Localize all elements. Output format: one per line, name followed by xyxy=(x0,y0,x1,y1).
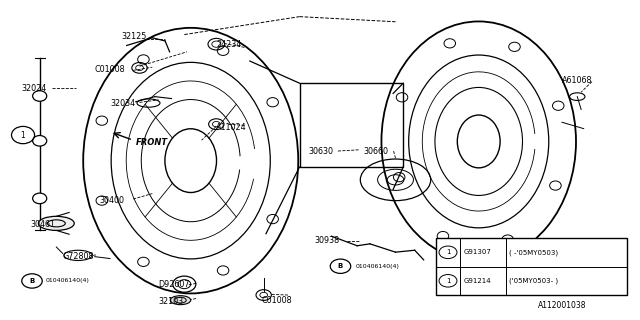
Text: C01008: C01008 xyxy=(95,65,125,74)
Text: C01008: C01008 xyxy=(261,296,292,305)
Text: 30400: 30400 xyxy=(99,196,124,204)
Text: 010406140(4): 010406140(4) xyxy=(355,264,399,269)
Text: FRONT: FRONT xyxy=(136,138,168,147)
Text: A11024: A11024 xyxy=(216,123,247,132)
Text: 32103: 32103 xyxy=(159,297,184,306)
Text: 30938: 30938 xyxy=(315,236,340,245)
Text: 30461: 30461 xyxy=(31,220,56,229)
Text: 1: 1 xyxy=(445,249,451,255)
Ellipse shape xyxy=(33,91,47,101)
Text: ( -'05MY0503): ( -'05MY0503) xyxy=(509,249,559,256)
Text: G72808: G72808 xyxy=(63,252,94,261)
Text: 30630: 30630 xyxy=(308,147,333,156)
Ellipse shape xyxy=(170,296,191,305)
Bar xyxy=(300,83,403,167)
Text: 24234: 24234 xyxy=(216,40,241,49)
Text: 1: 1 xyxy=(445,278,451,284)
Text: ('05MY0503- ): ('05MY0503- ) xyxy=(509,277,559,284)
Text: 32024: 32024 xyxy=(21,84,46,92)
Text: 32034: 32034 xyxy=(110,99,135,108)
Ellipse shape xyxy=(38,216,74,230)
Text: 30660: 30660 xyxy=(364,147,388,156)
Text: A112001038: A112001038 xyxy=(538,301,586,310)
Text: B: B xyxy=(29,278,35,284)
Text: 32125: 32125 xyxy=(122,32,147,41)
Text: G91214: G91214 xyxy=(463,278,491,284)
Ellipse shape xyxy=(33,136,47,146)
Text: B: B xyxy=(338,263,343,269)
Text: 1: 1 xyxy=(20,131,26,140)
Text: G91307: G91307 xyxy=(463,249,492,255)
Ellipse shape xyxy=(33,193,47,204)
Text: D92607: D92607 xyxy=(159,280,190,289)
Bar xyxy=(436,238,627,295)
Text: 010406140(4): 010406140(4) xyxy=(46,278,90,284)
Text: A61068: A61068 xyxy=(562,76,593,85)
